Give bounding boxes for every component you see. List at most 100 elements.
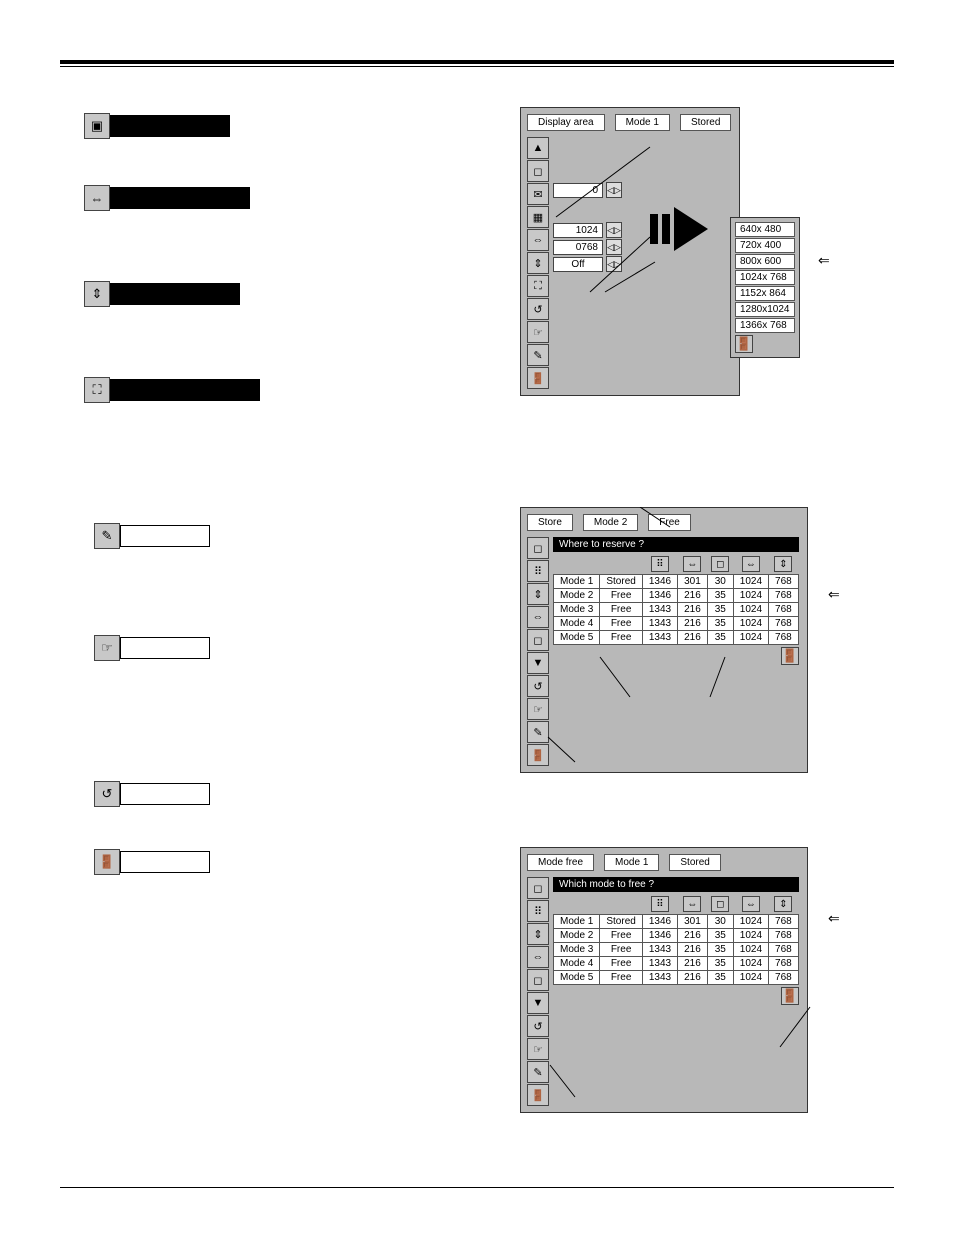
col-icon-5: ⇕: [774, 556, 792, 572]
quit-button[interactable]: [120, 851, 210, 873]
s-icon-3[interactable]: ⇕: [527, 583, 549, 605]
s-icon-1[interactable]: ◻: [527, 537, 549, 559]
field-full[interactable]: Off: [553, 257, 603, 272]
table-cell: 35: [707, 957, 733, 971]
resolution-option[interactable]: 1024x 768: [735, 270, 795, 285]
field-h[interactable]: 1024: [553, 223, 603, 238]
field-v[interactable]: 0768: [553, 240, 603, 255]
table-cell: Mode 2: [554, 929, 600, 943]
store-sidebar: ◻ ⠿ ⇕ ⇔ ◻ ▼ ↺ ☞ ✎ 🚪: [527, 537, 549, 766]
door-icon[interactable]: 🚪: [527, 367, 549, 389]
table-cell: Mode 5: [554, 971, 600, 985]
table-row[interactable]: Mode 5Free1343216351024768: [554, 971, 799, 985]
spin-full[interactable]: ◁▷: [606, 256, 622, 272]
s-icon-4[interactable]: ⇔: [527, 606, 549, 628]
table-cell: Free: [600, 971, 642, 985]
table-cell: 216: [678, 929, 708, 943]
h-arrows-icon: ⇔: [84, 185, 110, 211]
table-cell: 768: [769, 617, 799, 631]
table-row[interactable]: Mode 4Free1343216351024768: [554, 957, 799, 971]
table-row[interactable]: Mode 2Free1346216351024768: [554, 929, 799, 943]
table-row[interactable]: Mode 1Stored1346301301024768: [554, 915, 799, 929]
undo-icon[interactable]: ↺: [527, 298, 549, 320]
resolution-option[interactable]: 640x 480: [735, 222, 795, 237]
write-icon[interactable]: ✎: [527, 344, 549, 366]
m-icon-8[interactable]: ☞: [527, 1038, 549, 1060]
s-icon-2[interactable]: ⠿: [527, 560, 549, 582]
store-title: Store: [527, 514, 573, 531]
store-close-icon[interactable]: 🚪: [781, 647, 799, 665]
m-icon-3[interactable]: ⇕: [527, 923, 549, 945]
up-icon[interactable]: ▲: [527, 137, 549, 159]
s-icon-9[interactable]: ✎: [527, 721, 549, 743]
table-row[interactable]: Mode 3Free1343216351024768: [554, 943, 799, 957]
resolution-option[interactable]: 720x 400: [735, 238, 795, 253]
table-cell: 768: [769, 971, 799, 985]
resolution-option[interactable]: 1280x1024: [735, 302, 795, 317]
mcol-icon-1: ⠿: [651, 896, 669, 912]
store-icon: ✎: [94, 523, 120, 549]
reset-row: ↺: [94, 781, 480, 807]
spin-v[interactable]: ◁▷: [606, 239, 622, 255]
table-cell: 1024: [733, 929, 768, 943]
table-cell: 216: [678, 631, 708, 645]
grid-icon[interactable]: ▦: [527, 206, 549, 228]
resolution-option[interactable]: 800x 600: [735, 254, 795, 269]
m-icon-2[interactable]: ⠿: [527, 900, 549, 922]
m-icon-5[interactable]: ◻: [527, 969, 549, 991]
mail-icon[interactable]: ✉: [527, 183, 549, 205]
table-row[interactable]: Mode 5Free1343216351024768: [554, 631, 799, 645]
modefree-row: ☞: [94, 635, 480, 661]
table-cell: 768: [769, 957, 799, 971]
s-icon-5[interactable]: ◻: [527, 629, 549, 651]
left-column: ▣ ⇔ ⇕ ⛶ ✎: [60, 107, 480, 1147]
table-cell: Mode 4: [554, 957, 600, 971]
popup-door-icon[interactable]: 🚪: [735, 335, 753, 353]
table-cell: 216: [678, 617, 708, 631]
field-0[interactable]: 0: [553, 183, 603, 198]
modefree-close-icon[interactable]: 🚪: [781, 987, 799, 1005]
table-cell: 1343: [642, 957, 677, 971]
m-icon-9[interactable]: ✎: [527, 1061, 549, 1083]
m-icon-10[interactable]: 🚪: [527, 1084, 549, 1106]
table-cell: 1024: [733, 957, 768, 971]
v-icon[interactable]: ⇕: [527, 252, 549, 274]
resolution-option[interactable]: 1152x 864: [735, 286, 795, 301]
h-icon[interactable]: ⇔: [527, 229, 549, 251]
table-cell: 1024: [733, 971, 768, 985]
table-row[interactable]: Mode 3Free1343216351024768: [554, 603, 799, 617]
blackbar-2: [110, 187, 250, 209]
table-row[interactable]: Mode 4Free1343216351024768: [554, 617, 799, 631]
table-cell: 768: [769, 631, 799, 645]
table-cell: Free: [600, 589, 642, 603]
s-icon-8[interactable]: ☞: [527, 698, 549, 720]
spin-0[interactable]: ◁▷: [606, 182, 622, 198]
mcol-icon-2: ⇔: [683, 896, 701, 912]
full-icon[interactable]: ⛶: [527, 275, 549, 297]
fit-icon[interactable]: ◻: [527, 160, 549, 182]
selected-arrow-res: ⇐: [818, 253, 830, 267]
s-icon-7[interactable]: ↺: [527, 675, 549, 697]
table-cell: 1346: [642, 589, 677, 603]
table-cell: 1024: [733, 631, 768, 645]
hand-icon[interactable]: ☞: [527, 321, 549, 343]
reset-button[interactable]: [120, 783, 210, 805]
modefree-button[interactable]: [120, 637, 210, 659]
spin-h[interactable]: ◁▷: [606, 222, 622, 238]
m-icon-7[interactable]: ↺: [527, 1015, 549, 1037]
store-prompt: Where to reserve ?: [553, 537, 799, 552]
table-row[interactable]: Mode 1Stored1346301301024768: [554, 575, 799, 589]
table-cell: 35: [707, 617, 733, 631]
m-icon-6[interactable]: ▼: [527, 992, 549, 1014]
s-icon-6[interactable]: ▼: [527, 652, 549, 674]
store-row: ✎: [94, 523, 480, 549]
m-icon-4[interactable]: ⇔: [527, 946, 549, 968]
table-row[interactable]: Mode 2Free1346216351024768: [554, 589, 799, 603]
resolution-option[interactable]: 1366x 768: [735, 318, 795, 333]
store-button[interactable]: [120, 525, 210, 547]
table-cell: 1343: [642, 943, 677, 957]
m-icon-1[interactable]: ◻: [527, 877, 549, 899]
s-icon-10[interactable]: 🚪: [527, 744, 549, 766]
table-cell: 35: [707, 943, 733, 957]
display-area-sidebar: ▲ ◻ ✉ ▦ ⇔ ⇕ ⛶ ↺ ☞ ✎ 🚪: [527, 137, 549, 389]
